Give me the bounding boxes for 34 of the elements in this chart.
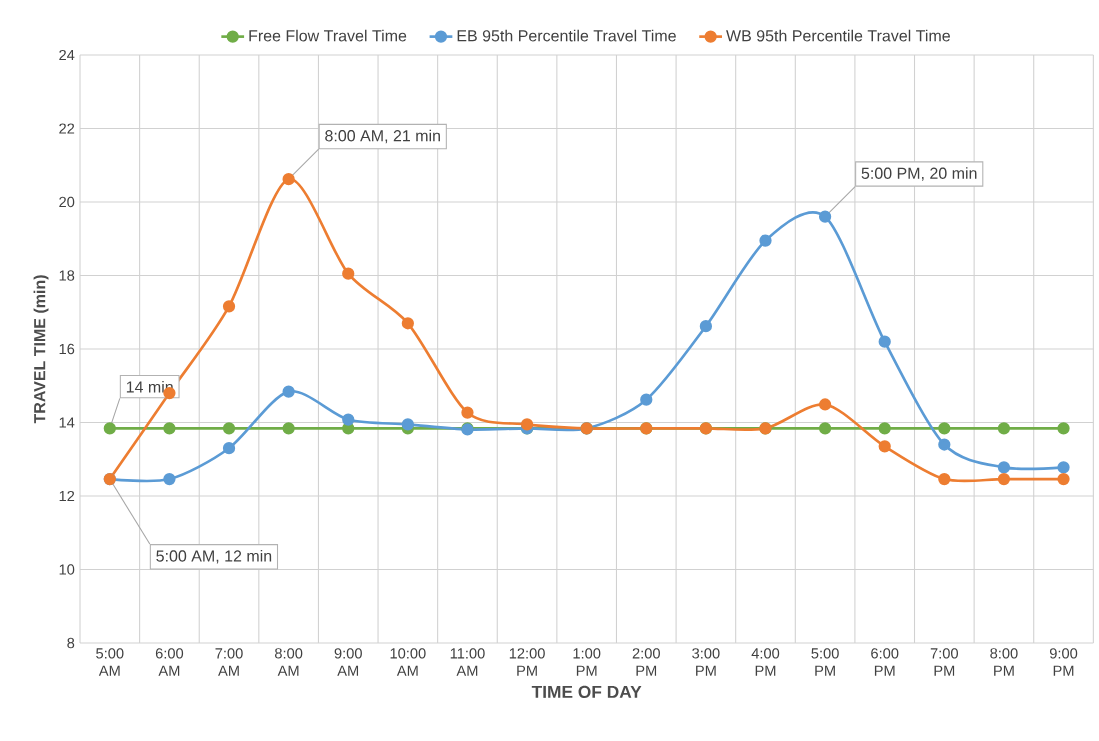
x-axis-title: TIME OF DAY (531, 685, 642, 699)
y-tick-label: 8 (67, 637, 75, 649)
x-tick-label: 6:00 AM (155, 648, 184, 676)
x-tick-label: 5:00 PM (811, 648, 839, 676)
x-tick-label: 11:00 AM (450, 648, 485, 676)
x-tick-label: 5:00 AM (96, 648, 124, 676)
x-tick-label: 7:00 PM (930, 648, 958, 676)
x-tick-label: 4:00 PM (751, 648, 780, 676)
x-tick-label: 9:00 AM (334, 648, 362, 676)
y-tick-label: 10 (59, 564, 75, 575)
y-tick-label: 12 (59, 490, 75, 502)
x-tick-label: 9:00 PM (1049, 648, 1078, 676)
x-tick-label: 12:00 PM (509, 648, 545, 676)
x-tick-label: 2:00 PM (632, 648, 660, 676)
annotation: 8:00 AM, 21 min (325, 129, 440, 144)
x-tick-label: 6:00 PM (871, 648, 899, 676)
y-tick-label: 24 (59, 49, 75, 61)
y-tick-label: 16 (59, 343, 75, 355)
legend-label: WB 95th Percentile Travel Time (726, 29, 950, 42)
x-tick-label: 8:00 PM (990, 648, 1018, 676)
x-tick-label: 10:00 AM (390, 648, 426, 676)
y-tick-label: 22 (59, 123, 75, 134)
y-axis-title: TRAVEL TIME (min) (33, 275, 49, 424)
x-tick-label: 3:00 PM (692, 648, 720, 676)
legend-label: Free Flow Travel Time (249, 29, 407, 42)
legend-label: EB 95th Percentile Travel Time (457, 29, 676, 42)
x-tick-label: 7:00 AM (215, 648, 243, 676)
annotation: 5:00 PM, 20 min (861, 167, 977, 181)
y-tick-label: 18 (59, 270, 75, 281)
x-tick-label: 8:00 AM (274, 648, 303, 676)
y-tick-label: 20 (59, 196, 75, 208)
y-tick-label: 14 (59, 417, 75, 428)
annotation: 5:00 AM, 12 min (156, 549, 272, 564)
x-tick-label: 1:00 PM (573, 648, 601, 676)
